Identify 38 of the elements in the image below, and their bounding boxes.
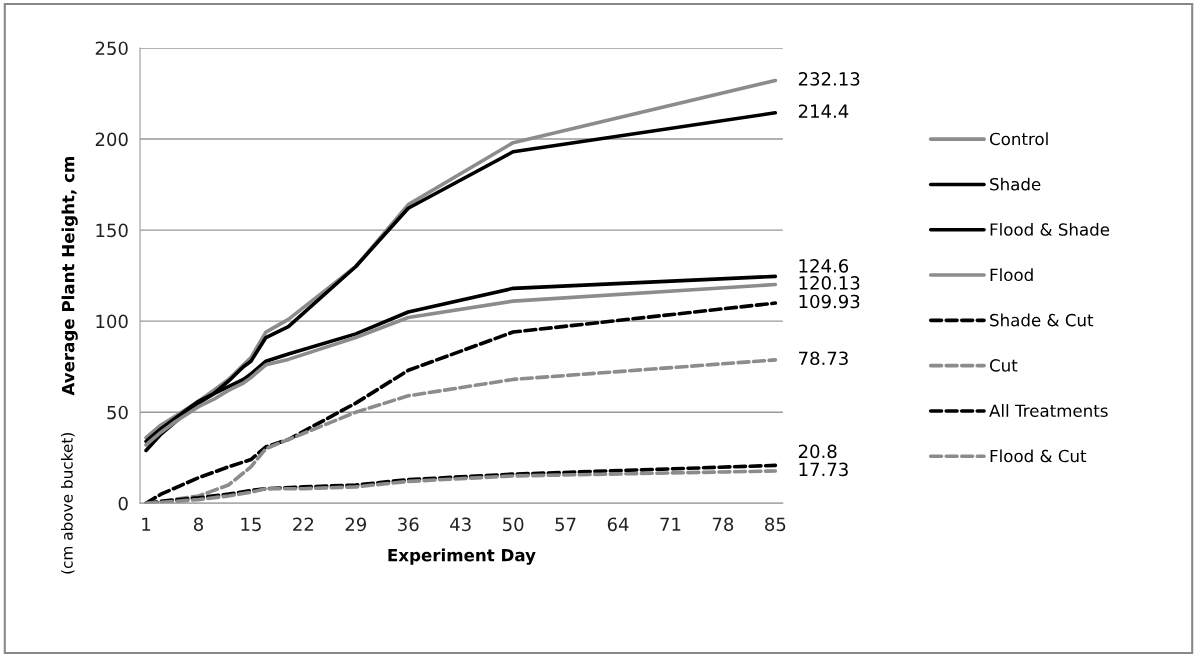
data-label: 214.4: [798, 104, 849, 118]
data-label: 20.8: [798, 444, 837, 459]
x-tick-label: 64: [607, 517, 629, 532]
y-tick-label: 0: [118, 496, 128, 511]
x-tick-label: 1: [142, 517, 151, 531]
x-tick-label: 71: [660, 517, 681, 531]
y-tick-label: 250: [95, 41, 128, 56]
x-tick-label: 29: [345, 517, 367, 532]
x-tick-label: 85: [765, 517, 786, 532]
legend-label: Flood: [990, 268, 1033, 282]
x-tick-label: 50: [503, 517, 524, 532]
legend-label: Shade: [990, 177, 1041, 191]
data-label: 78.73: [799, 351, 848, 366]
legend-label: Shade & Cut: [990, 313, 1094, 327]
x-tick-label: 36: [398, 517, 419, 532]
y-tick-label: 100: [96, 314, 128, 329]
x-axis-title: Experiment Day: [388, 548, 536, 565]
data-label: 124.6: [799, 258, 849, 273]
legend-label: Cut: [989, 359, 1018, 372]
legend-label: All Treatments: [989, 404, 1108, 418]
y-axis-title: Average Plant Height, cm: [61, 156, 78, 396]
x-tick-label: 22: [293, 517, 314, 531]
y-tick-label: 200: [95, 132, 128, 147]
x-tick-label: 15: [241, 517, 261, 532]
text: (cm above bucket): [60, 432, 75, 574]
data-label: 17.73: [799, 462, 848, 477]
x-tick-label: 78: [712, 517, 734, 532]
x-tick-label: 43: [450, 517, 471, 532]
data-label: 120.13: [799, 276, 860, 290]
legend-label: Flood & Shade: [990, 222, 1110, 236]
data-label: 109.93: [799, 294, 860, 309]
x-tick-label: 8: [193, 517, 203, 532]
y-tick-label: 150: [96, 223, 128, 238]
legend-label: Control: [989, 132, 1048, 146]
x-tick-label: 57: [555, 517, 576, 532]
legend-label: Flood & Cut: [990, 449, 1087, 463]
y-tick-label: 50: [107, 405, 128, 420]
data-label: 232.13: [798, 72, 860, 86]
